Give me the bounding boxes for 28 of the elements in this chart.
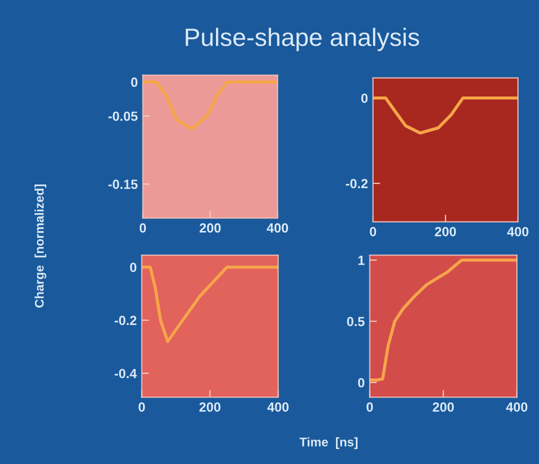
x-tick-label: 0 bbox=[140, 223, 146, 233]
x-tick-label: 200 bbox=[434, 227, 456, 236]
chart-title: Pulse-shape analysis bbox=[186, 28, 420, 52]
x-tick-label: 400 bbox=[267, 402, 289, 412]
x-tick-label: 0 bbox=[138, 402, 145, 412]
x-tick-label: 400 bbox=[506, 402, 528, 412]
x-tick-label: 400 bbox=[507, 227, 528, 236]
y-tick-label: 0.5 bbox=[347, 316, 365, 326]
y-tick-label: -0.15 bbox=[108, 180, 138, 189]
y-tick-label: 0 bbox=[131, 78, 138, 87]
y-tick-label: -0.2 bbox=[346, 178, 368, 188]
y-tick-label: -0.2 bbox=[114, 316, 136, 326]
y-axis-title: Charge [normalized] bbox=[34, 184, 46, 308]
x-axis-title: Time [ns] bbox=[300, 437, 358, 449]
y-tick-label: -0.05 bbox=[108, 112, 138, 121]
x-tick-label: 200 bbox=[199, 402, 220, 412]
y-tick-label: 0 bbox=[130, 262, 136, 272]
x-tick-label: 0 bbox=[370, 227, 376, 236]
x-tick-label: 200 bbox=[432, 402, 454, 412]
y-tick-label: 0 bbox=[361, 94, 368, 103]
line-series bbox=[142, 80, 278, 130]
y-tick-label: -0.4 bbox=[114, 368, 137, 378]
x-tick-label: 400 bbox=[266, 223, 288, 233]
line-series bbox=[142, 266, 278, 343]
y-tick-label: 0 bbox=[358, 378, 364, 388]
line-series bbox=[372, 96, 518, 135]
x-tick-label: 200 bbox=[200, 223, 221, 233]
y-tick-label: 1 bbox=[358, 256, 365, 265]
